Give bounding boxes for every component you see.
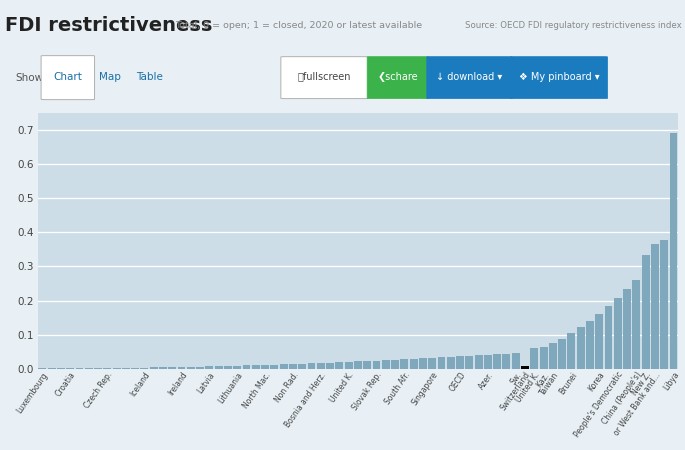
Bar <box>530 348 538 369</box>
FancyBboxPatch shape <box>427 57 512 99</box>
Bar <box>651 244 659 369</box>
Bar <box>38 368 47 369</box>
Bar <box>242 365 251 369</box>
FancyBboxPatch shape <box>510 57 608 99</box>
Bar <box>614 297 622 369</box>
Bar <box>289 364 297 369</box>
Bar <box>642 255 649 369</box>
Text: ❖ My pinboard ▾: ❖ My pinboard ▾ <box>519 72 599 81</box>
Bar <box>214 366 223 369</box>
Bar <box>57 368 65 369</box>
Bar <box>521 366 529 369</box>
Bar <box>150 368 158 369</box>
Bar <box>456 356 464 369</box>
Bar <box>410 359 418 369</box>
Text: Table: Table <box>136 72 163 81</box>
Bar <box>132 368 139 369</box>
Bar <box>373 360 380 369</box>
FancyBboxPatch shape <box>281 57 369 99</box>
Bar <box>595 314 603 369</box>
Bar <box>196 367 204 369</box>
Bar <box>586 321 594 369</box>
Bar <box>261 365 269 369</box>
Bar <box>382 360 390 369</box>
Bar <box>187 367 195 369</box>
Text: Map: Map <box>99 72 121 81</box>
Bar <box>48 368 55 369</box>
Bar <box>493 354 501 369</box>
Bar <box>567 333 575 369</box>
Bar <box>66 368 74 369</box>
Bar <box>234 366 241 369</box>
Bar <box>669 133 677 369</box>
Text: ⤢fullscreen: ⤢fullscreen <box>298 72 351 81</box>
Bar <box>632 280 640 369</box>
Bar <box>159 367 167 369</box>
Bar <box>465 356 473 369</box>
Bar <box>549 343 557 369</box>
Bar <box>326 363 334 369</box>
Bar <box>169 367 176 369</box>
Bar <box>103 368 111 369</box>
Bar <box>363 361 371 369</box>
Bar <box>428 358 436 369</box>
Bar <box>308 363 316 369</box>
Text: ❮schare: ❮schare <box>377 72 419 81</box>
Bar <box>438 357 445 369</box>
Bar <box>206 366 213 369</box>
Bar <box>252 365 260 369</box>
Bar <box>345 362 353 369</box>
Bar <box>660 240 668 369</box>
Bar <box>447 357 455 369</box>
Text: ↓ download ▾: ↓ download ▾ <box>436 72 502 81</box>
Bar <box>400 359 408 369</box>
Bar <box>317 363 325 369</box>
Bar <box>558 339 566 369</box>
Bar <box>112 368 121 369</box>
Bar <box>605 306 612 369</box>
Bar <box>475 355 482 369</box>
Text: Total, 0 = open; 1 = closed, 2020 or latest available: Total, 0 = open; 1 = closed, 2020 or lat… <box>175 21 422 31</box>
Bar <box>279 364 288 369</box>
Bar <box>75 368 84 369</box>
Bar <box>577 328 584 369</box>
Bar <box>271 364 278 369</box>
Bar <box>94 368 102 369</box>
Text: Show:: Show: <box>15 72 46 83</box>
Bar <box>484 355 492 369</box>
Bar <box>224 366 232 369</box>
Bar <box>419 358 427 369</box>
FancyBboxPatch shape <box>367 57 429 99</box>
Bar <box>512 353 520 369</box>
Text: FDI restrictiveness: FDI restrictiveness <box>5 16 213 36</box>
Bar <box>540 346 547 369</box>
Bar <box>354 361 362 369</box>
Bar <box>336 362 343 369</box>
FancyBboxPatch shape <box>41 56 95 99</box>
Bar <box>122 368 129 369</box>
Bar <box>298 364 306 369</box>
Bar <box>391 360 399 369</box>
Bar <box>85 368 92 369</box>
Bar <box>503 354 510 369</box>
Bar <box>177 367 186 369</box>
Bar <box>140 368 149 369</box>
Text: Chart: Chart <box>53 72 82 81</box>
Text: Source: OECD FDI regulatory restrictiveness index: Source: OECD FDI regulatory restrictiven… <box>465 21 682 31</box>
Bar <box>623 289 631 369</box>
